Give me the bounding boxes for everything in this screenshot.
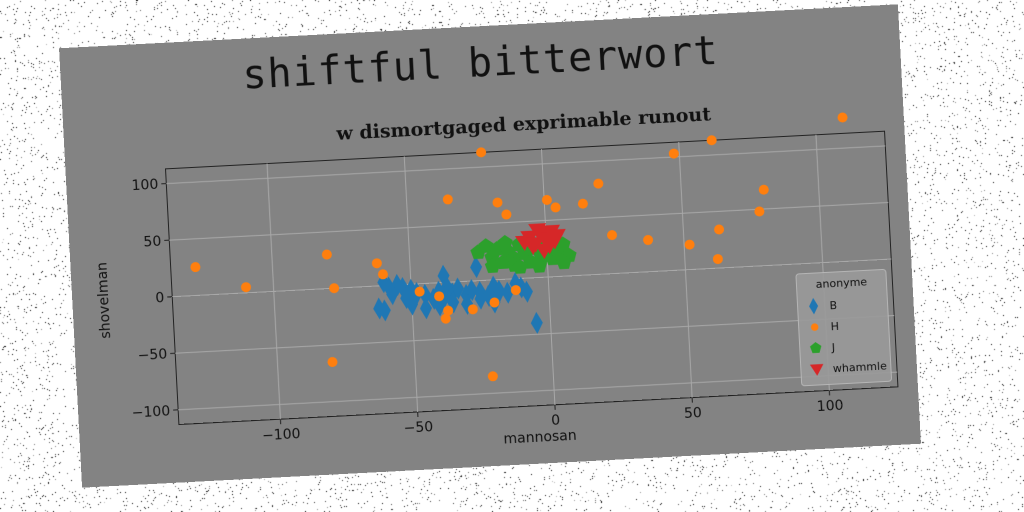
y-grid-line <box>169 201 889 241</box>
data-point-b <box>530 311 543 334</box>
y-tick-label: 0 <box>155 290 165 306</box>
data-point-h <box>541 194 552 205</box>
legend-title: anonyme <box>815 275 867 291</box>
data-points <box>190 112 848 382</box>
data-point-whammle <box>523 239 542 256</box>
data-point-b <box>420 297 432 320</box>
data-point-b <box>493 279 506 302</box>
data-point-h <box>714 224 725 235</box>
data-point-h <box>329 283 340 294</box>
data-point-h <box>443 305 454 316</box>
data-point-b <box>470 256 483 279</box>
data-point-h <box>476 147 487 158</box>
data-point-j <box>484 258 501 274</box>
series-b <box>373 256 543 334</box>
legend-label-h: H <box>830 320 839 333</box>
data-point-h <box>643 235 654 246</box>
data-point-b <box>465 279 478 302</box>
data-point-h <box>377 269 388 280</box>
y-tick-label: −50 <box>137 347 167 365</box>
x-tick-label: −100 <box>262 426 301 444</box>
data-point-b <box>378 299 391 322</box>
data-point-h <box>712 254 723 265</box>
series-h <box>190 112 848 382</box>
data-point-h <box>371 258 382 269</box>
y-grid-line <box>175 315 895 354</box>
data-point-b <box>437 264 450 287</box>
y-axis-label: shovelman <box>94 262 114 339</box>
data-point-h <box>607 230 618 241</box>
data-point-b <box>447 291 460 314</box>
legend-label-b: B <box>829 299 837 312</box>
data-point-b <box>438 285 451 308</box>
chart-title: w dismortgaged exprimable runout <box>335 103 712 145</box>
data-point-h <box>190 262 201 273</box>
data-point-j <box>512 259 528 274</box>
legend-marker-whammle <box>809 363 824 376</box>
x-tick-label: 100 <box>816 398 844 415</box>
scatter-chart: w dismortgaged exprimable runout −100 −50… <box>94 103 899 448</box>
data-point-j <box>531 258 547 273</box>
y-grid-line <box>166 145 886 185</box>
grid <box>166 134 898 420</box>
data-point-h <box>414 286 425 297</box>
data-point-j <box>497 235 513 250</box>
y-tick-label: −100 <box>131 403 170 421</box>
data-point-b <box>406 293 419 316</box>
data-point-j <box>556 254 572 270</box>
legend-marker-h <box>810 323 819 331</box>
y-axis-ticks: −100 −50 0 50 100 <box>131 177 179 421</box>
data-point-h <box>593 178 604 189</box>
data-point-h <box>550 202 561 213</box>
x-tick-label: 50 <box>684 405 703 422</box>
data-point-b <box>386 283 399 306</box>
data-point-h <box>434 291 445 302</box>
data-point-h <box>668 148 679 159</box>
legend-marker-b <box>809 297 819 315</box>
data-point-h <box>442 194 453 205</box>
data-point-whammle <box>534 243 553 259</box>
data-point-h <box>487 371 498 382</box>
y-grid-line <box>178 371 898 411</box>
data-point-h <box>467 304 478 315</box>
data-point-h <box>501 209 512 220</box>
x-axis-ticks: −100 −50 0 50 100 <box>262 390 844 444</box>
y-tick-label: 100 <box>131 177 159 194</box>
data-point-whammle <box>545 233 564 250</box>
data-point-h <box>577 198 588 209</box>
data-point-h <box>684 239 695 250</box>
x-tick-label: −50 <box>403 419 433 437</box>
data-point-h <box>327 357 338 368</box>
legend-box <box>795 268 892 387</box>
figure: shiftful bitterwort w dismortgaged expri… <box>59 4 921 488</box>
x-tick-label: 0 <box>551 413 561 429</box>
data-point-b <box>520 280 533 303</box>
data-point-j <box>478 238 494 253</box>
data-point-h <box>321 249 332 260</box>
data-point-h <box>489 297 500 308</box>
data-point-b <box>474 287 487 310</box>
data-point-b <box>451 277 464 300</box>
y-tick-label: 50 <box>143 234 162 251</box>
y-grid-line <box>172 258 892 298</box>
data-point-h <box>706 135 717 146</box>
data-point-h <box>241 282 252 293</box>
data-point-h <box>492 197 503 208</box>
x-axis-label: mannosan <box>503 428 577 448</box>
legend-marker-j <box>809 342 822 354</box>
data-point-b <box>501 281 514 304</box>
data-point-h <box>837 112 848 123</box>
legend-label-whammle: whammle <box>833 359 888 375</box>
data-point-whammle <box>528 223 547 239</box>
data-point-h <box>510 285 521 296</box>
series-whammle <box>515 223 566 259</box>
data-point-h <box>440 313 451 324</box>
legend-label-j: J <box>830 341 835 354</box>
data-point-h <box>754 206 765 217</box>
data-point-h <box>758 184 769 195</box>
